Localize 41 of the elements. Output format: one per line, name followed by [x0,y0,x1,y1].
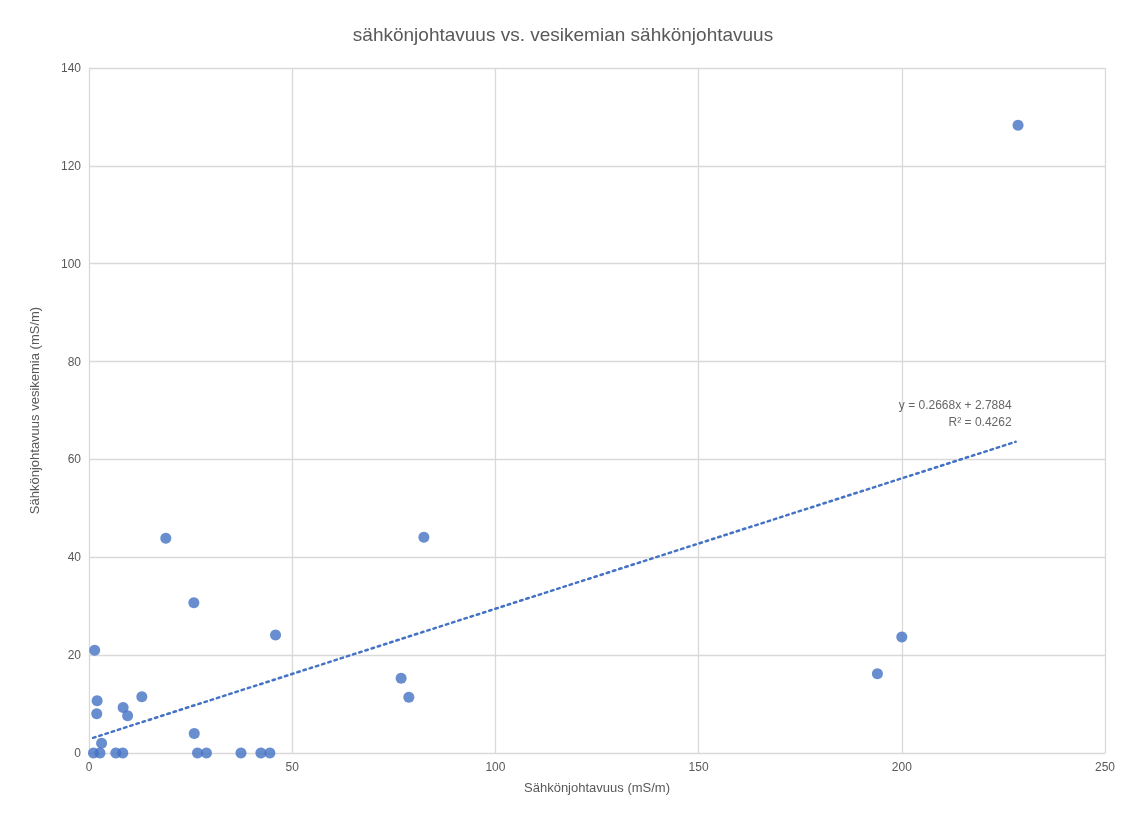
point [270,629,282,641]
point [192,747,204,759]
annotation: y = 0.2668x + 2.7884 R² = 0.4262 [898,398,1012,430]
x-axis-title: Sähkönjohtavuus (mS/m) [524,780,670,795]
y-tick-label: 80 [67,354,82,369]
x-tick-label: 200 [891,760,913,774]
y-tick-label: 120 [60,158,82,173]
point [136,691,148,703]
x-tick-label: 250 [1094,760,1116,774]
point [264,747,276,759]
y-tick-label: 100 [60,256,82,271]
point [896,631,908,643]
x-tick-label: 150 [688,760,709,774]
point [235,747,247,759]
x-tick-label: 50 [285,760,300,774]
y-tick-label: 40 [67,550,82,565]
point [122,710,134,722]
point [188,597,200,609]
point [96,737,108,749]
point [89,644,101,656]
point [418,531,430,543]
point [160,532,172,544]
y-axis-title: Sähkönjohtavuus vesikemia (mS/m) [27,306,42,515]
y-tick-label: 60 [67,452,82,467]
point [117,747,129,759]
x-tick-label: 100 [485,760,506,774]
y-tick-label: 20 [67,648,82,663]
point [1012,119,1024,131]
point [871,668,883,680]
point [91,695,103,707]
y-tick-label: 0 [74,746,82,760]
point [188,727,200,739]
chart-title: sähkönjohtavuus vs. vesikemian sähkönjohtavuus [352,24,774,45]
point [94,747,106,759]
point [91,708,103,720]
point [200,747,212,759]
point [395,672,407,684]
x-tick-label: 0 [85,760,93,774]
y-tick-label: 140 [60,61,82,75]
point [403,691,415,703]
point [117,702,129,713]
